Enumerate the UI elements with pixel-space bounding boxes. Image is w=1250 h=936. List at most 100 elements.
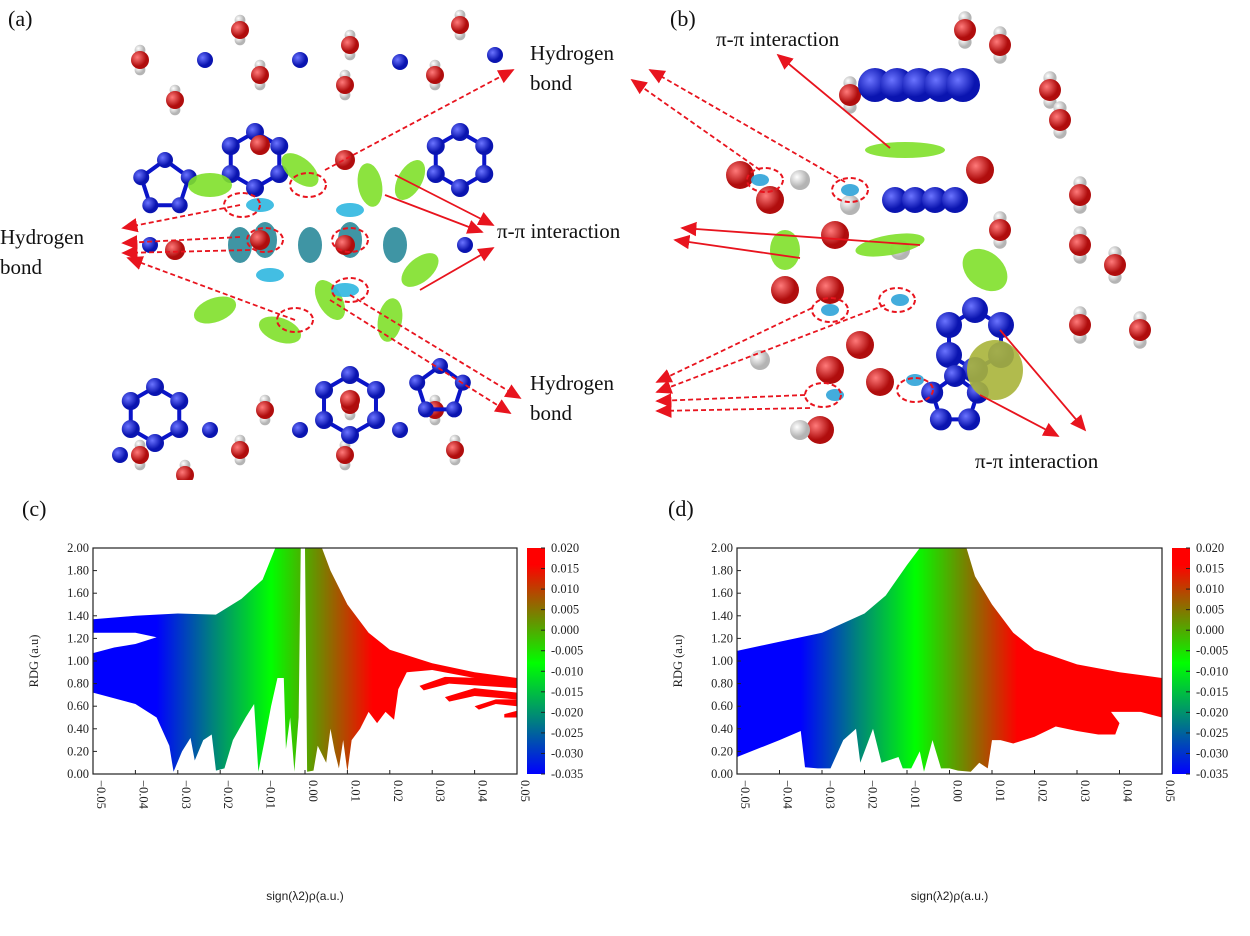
x-tick-label: 0.05 [518,780,532,802]
isosurface [751,174,769,186]
x-tick-label: 0.04 [1121,780,1135,803]
oxygen-atom [426,66,444,84]
nitrogen-atom [171,197,188,214]
colorbar-tick-label: -0.025 [551,726,583,740]
isosurface [967,340,1023,400]
y-tick-label: 1.60 [67,586,89,600]
nitrogen-atom [451,123,469,141]
nitrogen-atom [142,197,159,214]
x-tick-label: 0.00 [951,780,965,802]
nitrogen-atom [922,187,948,213]
nitrogen-atom [446,401,463,418]
nitrogen-atom [121,420,140,438]
y-axis-label: RDG (a.u) [671,635,685,688]
oxygen-atom [1039,79,1061,101]
colorbar-tick-label: -0.015 [551,685,583,699]
colorbar-tick-label: -0.005 [1196,644,1228,658]
oxygen-atom [1104,254,1126,276]
oxygen-atom [1129,319,1151,341]
y-tick-label: 0.80 [711,677,733,691]
x-tick-label: 0.01 [348,780,362,802]
colorbar-tick-label: -0.020 [551,705,583,719]
colorbar-tick-label: 0.010 [1196,582,1224,596]
nitrogen-atom [426,137,445,155]
oxygen-atom [336,446,354,464]
panel-label-b: (b) [670,6,696,31]
oxygen-atom [231,21,249,39]
y-tick-label: 1.00 [711,654,733,668]
nitrogen-atom [475,165,494,183]
nitrogen-atom [958,408,981,431]
isosurface [377,298,403,342]
nitrogen-atom [929,408,952,431]
oxygen-atom [756,186,784,214]
nitrogen-atom [457,237,473,253]
isosurface [298,227,322,263]
oxygen-atom [165,240,185,260]
y-tick-label: 0.40 [711,722,733,736]
nitrogen-atom [426,165,445,183]
highlight-circle [896,377,934,403]
nitrogen-atom [197,52,213,68]
y-tick-label: 1.40 [67,609,89,623]
nitrogen-atom [112,447,128,463]
nitrogen-atom [157,152,173,168]
oxygen-atom [954,19,976,41]
hydrogen-atom [790,170,810,190]
hydrogen-bond-arrow [121,204,241,233]
nitrogen-atom [341,426,359,444]
colorbar-tick-label: -0.010 [1196,664,1228,678]
isosurface [258,316,302,344]
x-tick-label: −0.05 [94,780,108,809]
isosurface [906,374,924,386]
scatter-cluster [504,710,517,718]
chart-c: 0.00 0.20 0.40 0.60 0.80 1.00 1.20 1.40 1.60 1.80… [27,541,583,903]
oxygen-atom [131,51,149,69]
panel-label-d: (d) [668,496,694,521]
nitrogen-atom [146,434,164,452]
isosurface [357,163,383,207]
nitrogen-atom [392,422,408,438]
x-axis-label: sign(λ2)ρ(a.u.) [911,889,989,903]
colorbar-tick-label: 0.015 [551,562,579,576]
oxygen-atom [1069,184,1091,206]
nitrogen-atom [417,401,434,418]
oxygen-atom [1069,234,1091,256]
highlight-circle [831,177,869,203]
molecular-structure-figure [112,9,1151,480]
oxygen-atom [250,230,270,250]
x-tick-label: −0.01 [264,780,278,809]
nitrogen-atom [366,411,385,429]
oxygen-atom [989,219,1011,241]
y-tick-label: 1.60 [711,586,733,600]
hydrogen-atom [840,195,860,215]
oxygen-atom [340,390,360,410]
y-tick-label: 1.00 [67,654,89,668]
nitrogen-atom [121,392,140,410]
oxygen-atom [806,416,834,444]
isosurface [336,203,364,217]
y-axis-label: RDG (a.u) [27,635,41,688]
oxygen-atom [251,66,269,84]
x-tick-label: 0.03 [1078,780,1092,802]
colorbar-tick-label: 0.000 [1196,623,1224,637]
nitrogen-atom [962,297,988,323]
hydrogen-bond-arrow [126,256,296,321]
isosurface [188,173,232,197]
oxygen-atom [231,441,249,459]
annotation-pi-pi-center: π-π interaction [497,219,621,243]
hydrogen-bond-arrow [121,245,251,260]
nitrogen-atom [270,137,289,155]
nitrogen-atom [944,365,966,387]
hydrogen-bond-arrow [349,294,522,399]
hydrogen-bond-arrow [655,304,886,394]
nitrogen-atom [451,179,469,197]
y-tick-label: 0.40 [67,722,89,736]
x-tick-label: 0.04 [476,780,490,803]
y-tick-label: 0.80 [67,677,89,691]
x-tick-label: −0.03 [179,780,193,809]
hydrogen-bond-arrow [329,299,512,414]
colorbar-tick-label: -0.015 [1196,685,1228,699]
isosurface [891,294,909,306]
